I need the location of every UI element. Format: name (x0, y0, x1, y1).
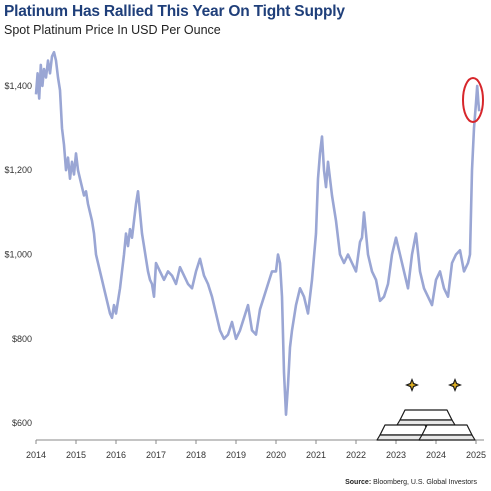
x-tick-label-10: 2024 (426, 450, 446, 460)
y-tick-label-0: $600 (12, 418, 32, 428)
x-tick-label-3: 2017 (146, 450, 166, 460)
source-note: Source: Bloomberg, U.S. Global Investors (345, 479, 477, 486)
y-tick-label-3: $1,200 (4, 165, 32, 175)
x-tick-label-5: 2019 (226, 450, 246, 460)
x-axis-ticks: 2014 2015 2016 2017 2018 2019 2020 2021 2022 2023… (26, 440, 486, 460)
platinum-price-line (34, 50, 481, 416)
x-tick-label-0: 2014 (26, 450, 46, 460)
chart-subtitle: Spot Platinum Price In USD Per Ounce (4, 23, 221, 37)
platinum-bars-icon (376, 378, 476, 441)
x-tick-label-9: 2023 (386, 450, 406, 460)
highlight-circle (462, 77, 484, 123)
x-tick-label-7: 2021 (306, 450, 326, 460)
y-tick-label-2: $1,000 (4, 250, 32, 260)
y-tick-label-1: $800 (12, 334, 32, 344)
x-tick-label-2: 2016 (106, 450, 126, 460)
x-tick-label-1: 2015 (66, 450, 86, 460)
x-tick-label-4: 2018 (186, 450, 206, 460)
y-tick-label-4: $1,400 (4, 81, 32, 91)
x-tick-label-11: 2025 (466, 450, 486, 460)
y-axis-ticks: $600 $800 $1,000 $1,200 $1,400 (4, 81, 32, 428)
x-tick-label-6: 2020 (266, 450, 286, 460)
x-tick-label-8: 2022 (346, 450, 366, 460)
chart-title: Platinum Has Rallied This Year On Tight … (4, 3, 345, 20)
